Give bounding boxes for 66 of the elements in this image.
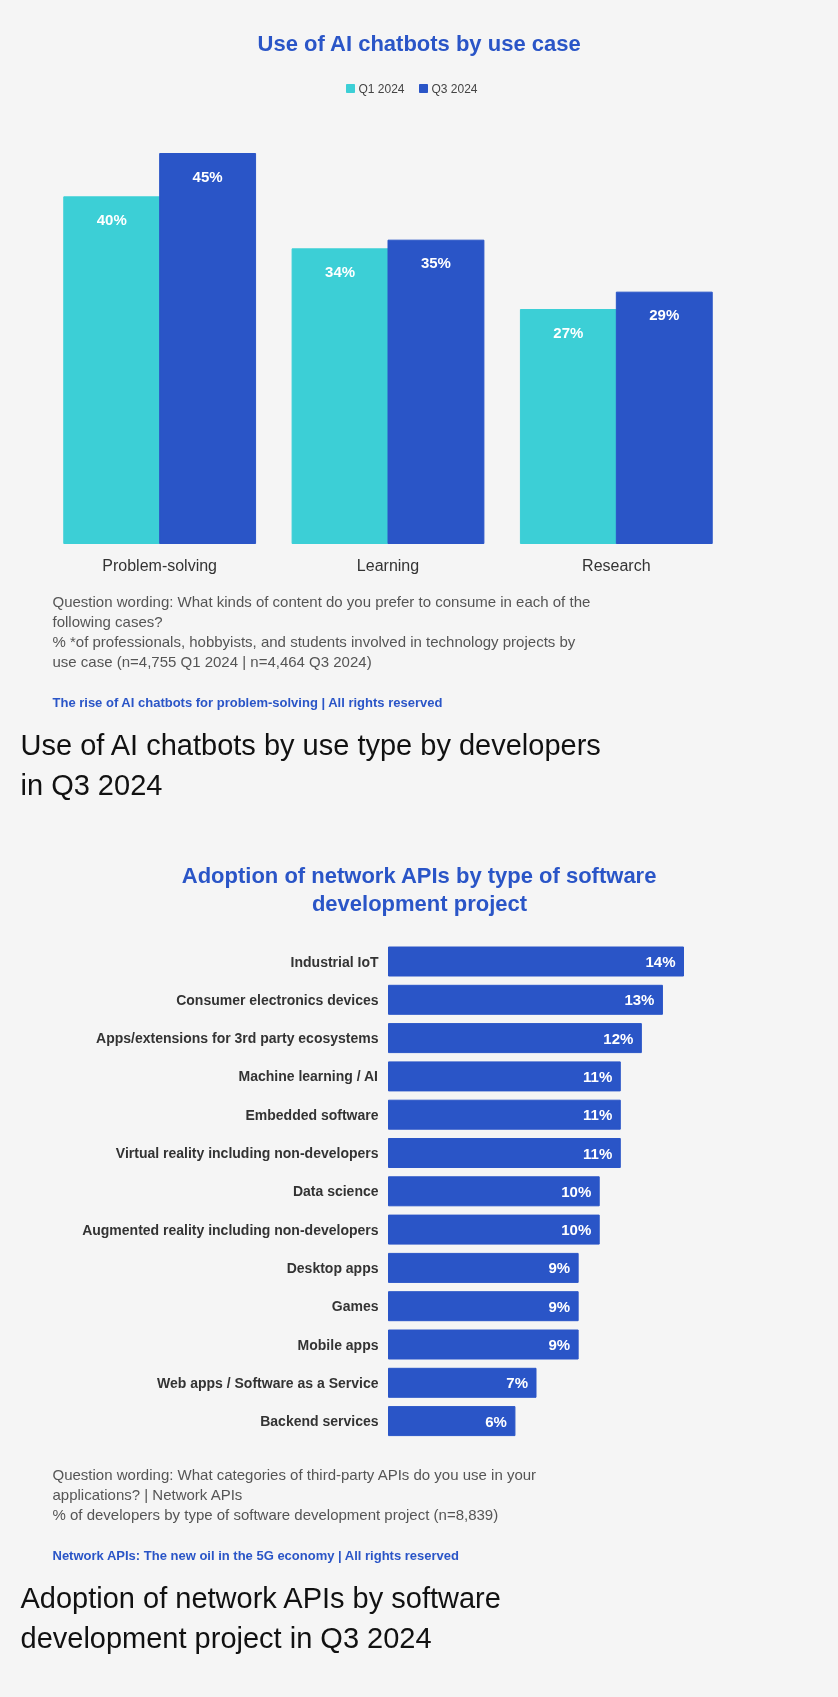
bar <box>388 1138 621 1168</box>
data-label: 13% <box>624 991 655 1009</box>
bar <box>388 1406 516 1437</box>
data-label: 10% <box>561 1221 592 1239</box>
data-label: 11% <box>583 1106 613 1124</box>
y-tick-label: Backend services <box>260 1413 379 1430</box>
text: Adoption of network APIs by software development project in Q3 2024 <box>20 1581 501 1654</box>
bar <box>388 1252 579 1283</box>
data-label: 27% <box>553 323 584 341</box>
bar <box>159 153 257 544</box>
y-tick-label: Consumer electronics devices <box>176 991 379 1008</box>
chart-title: Use of AI chatbots by use case <box>257 30 581 56</box>
y-tick-label: Virtual reality including non-developers <box>115 1145 379 1161</box>
data-label: 34% <box>325 262 356 280</box>
data-label: 11% <box>583 1144 613 1162</box>
bar <box>388 1061 621 1092</box>
text: % *of professionals, hobbyists, and students involved in technology projects by use case (n=4,755 Q1 2024 | n=4,464 Q3 2024) <box>52 632 576 670</box>
y-tick-label: Games <box>331 1298 379 1315</box>
x-tick-label: Problem-solving <box>102 556 218 574</box>
x-tick-label: Learning <box>356 556 420 574</box>
data-label: 9% <box>548 1297 571 1315</box>
text: % of developers by type of software development project (n=8,839) <box>52 1505 499 1523</box>
data-label: 29% <box>649 306 680 324</box>
y-tick-label: Data science <box>292 1183 379 1200</box>
y-tick-label: Apps/extensions for 3rd party ecosystems <box>96 1030 379 1047</box>
legend-label: Q3 2024 <box>431 81 478 96</box>
y-tick-label: Machine learning / AI <box>238 1068 378 1085</box>
data-label: 6% <box>485 1412 507 1430</box>
data-label: 9% <box>548 1336 571 1353</box>
data-label: 45% <box>192 167 223 185</box>
text: Question wording: What kinds of content do you prefer to consume in each of the following cases? <box>52 592 591 630</box>
bar <box>388 984 663 1015</box>
y-tick-label: Desktop apps <box>286 1259 379 1276</box>
y-tick-label: Augmented reality including non-developers <box>82 1221 379 1238</box>
data-label: 10% <box>561 1182 592 1200</box>
data-label: 35% <box>420 254 451 272</box>
bar <box>388 946 684 977</box>
bar <box>388 1367 537 1398</box>
bar <box>63 196 161 544</box>
chart-title: Adoption of network APIs by type of software development project <box>181 862 657 916</box>
text: Use of AI chatbots by use type by developers in Q3 2024 <box>20 728 601 801</box>
x-tick-label: Research <box>582 556 651 574</box>
data-label: 11% <box>583 1067 613 1085</box>
bar <box>388 1329 579 1360</box>
legend-label: Q1 2024 <box>358 81 405 96</box>
bar <box>388 1099 621 1130</box>
data-label: 40% <box>96 210 127 228</box>
text: Network APIs: The new oil in the 5G economy | All rights reserved <box>52 1547 460 1563</box>
bar <box>388 1023 642 1054</box>
text: Question wording: What categories of third-party APIs do you use in your applications? | Network APIs <box>52 1465 537 1503</box>
bar <box>388 1176 600 1207</box>
bar <box>387 239 485 544</box>
y-tick-label: Embedded software <box>245 1106 379 1123</box>
data-label: 12% <box>603 1029 634 1047</box>
bar <box>291 248 389 544</box>
bar <box>388 1291 579 1322</box>
data-label: 7% <box>506 1374 529 1392</box>
bar <box>519 309 617 544</box>
data-label: 9% <box>548 1259 571 1277</box>
y-tick-label: Mobile apps <box>297 1336 379 1353</box>
bar <box>615 291 713 544</box>
y-tick-label: Web apps / Software as a Service <box>157 1374 379 1391</box>
data-label: 14% <box>645 953 676 970</box>
text: The rise of AI chatbots for problem-solving | All rights reserved <box>52 694 443 710</box>
bar <box>388 1214 600 1245</box>
y-tick-label: Industrial IoT <box>290 953 379 970</box>
